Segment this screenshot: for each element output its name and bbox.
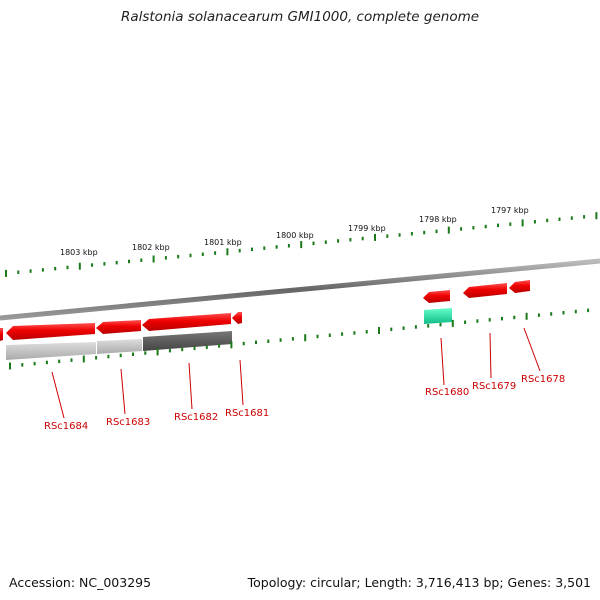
leader-line [120, 368, 126, 415]
gene-label[interactable]: RSc1684 [44, 421, 88, 432]
scale-label: 1801 kbp [204, 238, 242, 247]
genome-backbone [0, 258, 600, 321]
leader-lines [51, 327, 541, 419]
gene-arrow-rsc1682[interactable] [142, 313, 231, 331]
gene-arrow-rsc1683[interactable] [96, 320, 141, 334]
cyan-block [424, 308, 452, 324]
scale-label: 1802 kbp [132, 243, 170, 252]
feature-blocks [6, 308, 452, 360]
scale-label: 1798 kbp [419, 215, 457, 224]
lower-scale-ticks [9, 308, 590, 370]
gene-arrow-rsc1678[interactable] [509, 280, 530, 293]
map-title: Ralstonia solanacearum GMI1000, complete… [120, 9, 480, 25]
scale-labels: 1803 kbp 1802 kbp 1801 kbp 1800 kbp 1799… [60, 206, 529, 257]
gene-label[interactable]: RSc1680 [425, 387, 469, 398]
gene-arrow-rsc1680[interactable] [423, 290, 450, 303]
leader-line [239, 359, 244, 406]
leader-line [489, 332, 492, 379]
scale-label: 1797 kbp [491, 206, 529, 215]
leader-line [523, 327, 541, 372]
gene-label[interactable]: RSc1681 [225, 408, 269, 419]
gene-arrow-rsc1681[interactable] [232, 312, 242, 324]
dark-block [143, 331, 232, 351]
accession-label: Accession: NC_003295 [9, 575, 152, 590]
leader-line [440, 337, 445, 386]
gene-label[interactable]: RSc1679 [472, 381, 516, 392]
gene-labels: RSc1684 RSc1683 RSc1682 RSc1681 RSc1680 … [44, 374, 565, 432]
scale-label: 1800 kbp [276, 231, 314, 240]
grey-block [97, 339, 142, 354]
leader-line [51, 371, 65, 419]
scale-label: 1799 kbp [348, 224, 386, 233]
gene-arrows [0, 280, 530, 341]
genome-summary: Topology: circular; Length: 3,716,413 bp… [247, 575, 591, 590]
gene-arrow-rsc1684[interactable] [6, 323, 95, 340]
scale-label: 1803 kbp [60, 248, 98, 257]
gene-label[interactable]: RSc1683 [106, 417, 150, 428]
gene-label[interactable]: RSc1678 [521, 374, 565, 385]
gene-arrow-rsc1679[interactable] [463, 283, 507, 298]
gene-label[interactable]: RSc1682 [174, 412, 218, 423]
upper-scale-ticks [5, 212, 598, 277]
gene-arrow-rsc1685-partial[interactable] [0, 328, 3, 341]
leader-line [188, 362, 193, 410]
grey-block [6, 342, 96, 360]
